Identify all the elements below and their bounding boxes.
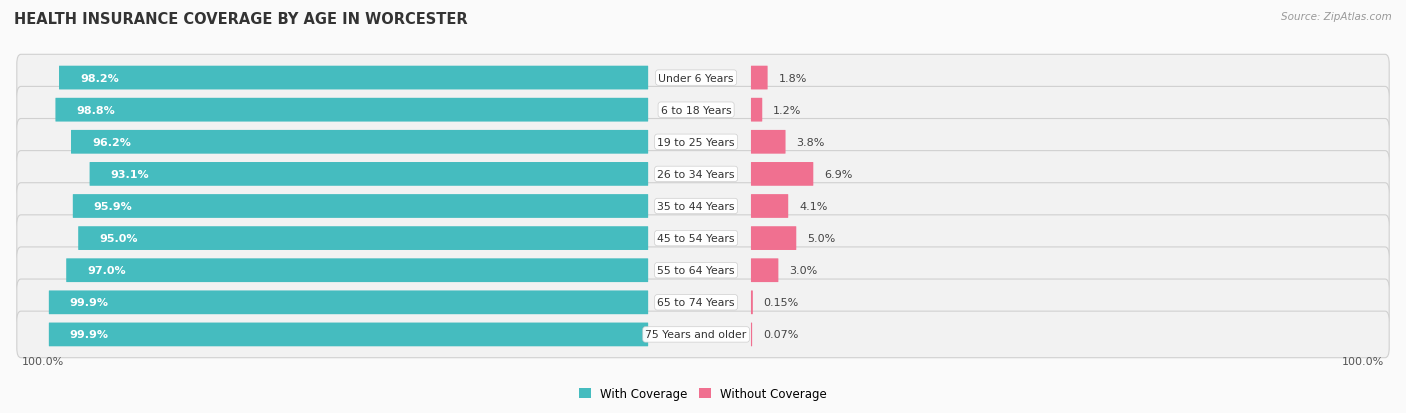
Text: Source: ZipAtlas.com: Source: ZipAtlas.com	[1281, 12, 1392, 22]
Text: 5.0%: 5.0%	[807, 233, 835, 244]
Text: 26 to 34 Years: 26 to 34 Years	[658, 169, 735, 180]
Text: 55 to 64 Years: 55 to 64 Years	[658, 266, 735, 275]
Text: 35 to 44 Years: 35 to 44 Years	[658, 202, 735, 211]
FancyBboxPatch shape	[49, 291, 648, 314]
Text: 95.9%: 95.9%	[94, 202, 132, 211]
FancyBboxPatch shape	[17, 311, 1389, 358]
FancyBboxPatch shape	[17, 279, 1389, 326]
Text: 96.2%: 96.2%	[91, 138, 131, 147]
Text: 6 to 18 Years: 6 to 18 Years	[661, 105, 731, 115]
FancyBboxPatch shape	[17, 87, 1389, 134]
Legend: With Coverage, Without Coverage: With Coverage, Without Coverage	[574, 382, 832, 405]
Text: Under 6 Years: Under 6 Years	[658, 74, 734, 83]
FancyBboxPatch shape	[751, 227, 796, 250]
FancyBboxPatch shape	[751, 131, 786, 154]
FancyBboxPatch shape	[79, 227, 648, 250]
FancyBboxPatch shape	[751, 259, 779, 282]
FancyBboxPatch shape	[72, 131, 648, 154]
Text: 0.15%: 0.15%	[763, 298, 799, 308]
Text: 98.2%: 98.2%	[80, 74, 118, 83]
Text: 97.0%: 97.0%	[87, 266, 125, 275]
FancyBboxPatch shape	[17, 151, 1389, 198]
FancyBboxPatch shape	[751, 195, 789, 218]
Text: 45 to 54 Years: 45 to 54 Years	[658, 233, 735, 244]
Text: 6.9%: 6.9%	[824, 169, 852, 180]
Text: 3.0%: 3.0%	[789, 266, 817, 275]
Text: 3.8%: 3.8%	[796, 138, 825, 147]
Text: 98.8%: 98.8%	[76, 105, 115, 115]
FancyBboxPatch shape	[17, 247, 1389, 294]
Text: 95.0%: 95.0%	[100, 233, 138, 244]
FancyBboxPatch shape	[55, 99, 648, 122]
FancyBboxPatch shape	[59, 66, 648, 90]
Text: 4.1%: 4.1%	[799, 202, 827, 211]
Text: 0.07%: 0.07%	[763, 330, 799, 339]
Text: 99.9%: 99.9%	[70, 330, 108, 339]
Text: 19 to 25 Years: 19 to 25 Years	[658, 138, 735, 147]
FancyBboxPatch shape	[73, 195, 648, 218]
Text: 1.8%: 1.8%	[779, 74, 807, 83]
FancyBboxPatch shape	[751, 291, 752, 314]
Text: 99.9%: 99.9%	[70, 298, 108, 308]
FancyBboxPatch shape	[751, 99, 762, 122]
Text: 75 Years and older: 75 Years and older	[645, 330, 747, 339]
FancyBboxPatch shape	[751, 163, 813, 186]
Text: HEALTH INSURANCE COVERAGE BY AGE IN WORCESTER: HEALTH INSURANCE COVERAGE BY AGE IN WORC…	[14, 12, 468, 27]
FancyBboxPatch shape	[751, 66, 768, 90]
FancyBboxPatch shape	[17, 183, 1389, 230]
Text: 100.0%: 100.0%	[22, 356, 65, 366]
FancyBboxPatch shape	[66, 259, 648, 282]
FancyBboxPatch shape	[17, 119, 1389, 166]
FancyBboxPatch shape	[17, 55, 1389, 102]
Text: 93.1%: 93.1%	[111, 169, 149, 180]
FancyBboxPatch shape	[49, 323, 648, 347]
FancyBboxPatch shape	[17, 215, 1389, 262]
FancyBboxPatch shape	[90, 163, 648, 186]
Text: 65 to 74 Years: 65 to 74 Years	[658, 298, 735, 308]
Text: 100.0%: 100.0%	[1341, 356, 1384, 366]
Text: 1.2%: 1.2%	[773, 105, 801, 115]
